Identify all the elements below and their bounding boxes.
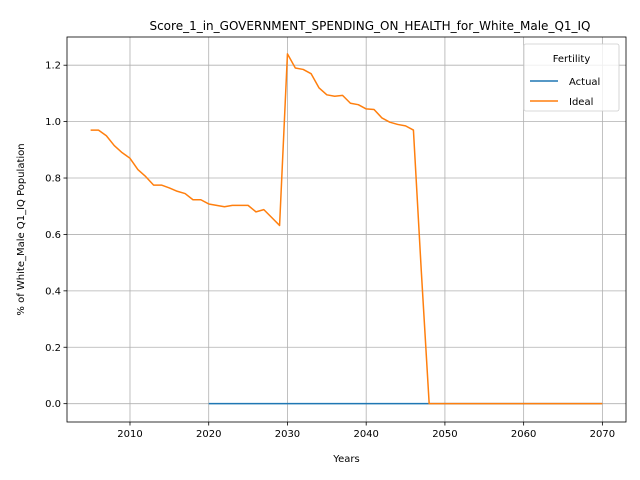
legend-label-actual: Actual xyxy=(569,77,600,88)
legend-label-ideal: Ideal xyxy=(569,97,593,108)
x-axis-ticks: 2010 2020 2030 2040 2050 2060 2070 xyxy=(117,422,615,440)
legend-title: Fertility xyxy=(553,54,591,65)
series-lines xyxy=(90,53,603,405)
y-axis-label: % of White_Male Q1_IQ Population xyxy=(16,143,27,315)
legend: Fertility Actual Ideal xyxy=(523,43,620,112)
x-tick-label: 2020 xyxy=(196,429,221,440)
x-tick-label: 2030 xyxy=(275,429,300,440)
y-tick-label: 0.2 xyxy=(45,343,61,354)
y-tick-label: 0.6 xyxy=(45,230,61,241)
legend-entries: Actual Ideal xyxy=(530,77,600,108)
plot-frame xyxy=(66,36,627,423)
x-tick-label: 2050 xyxy=(432,429,457,440)
x-axis-label: Years xyxy=(332,454,359,465)
x-tick-label: 2070 xyxy=(590,429,615,440)
chart-title: Score_1_in_GOVERNMENT_SPENDING_ON_HEALTH… xyxy=(149,19,590,33)
x-tick-label: 2010 xyxy=(117,429,142,440)
x-tick-label: 2040 xyxy=(353,429,378,440)
legend-box xyxy=(523,43,620,112)
x-tick-label: 2060 xyxy=(511,429,536,440)
y-tick-label: 0.4 xyxy=(45,286,61,297)
y-tick-label: 1.0 xyxy=(45,117,61,128)
y-tick-label: 0.8 xyxy=(45,174,61,185)
y-tick-label: 1.2 xyxy=(45,61,61,72)
y-tick-label: 0.0 xyxy=(45,399,61,410)
y-axis-ticks: 0.0 0.2 0.4 0.6 0.8 1.0 1.2 xyxy=(45,61,67,410)
series-line-ideal xyxy=(90,53,603,405)
